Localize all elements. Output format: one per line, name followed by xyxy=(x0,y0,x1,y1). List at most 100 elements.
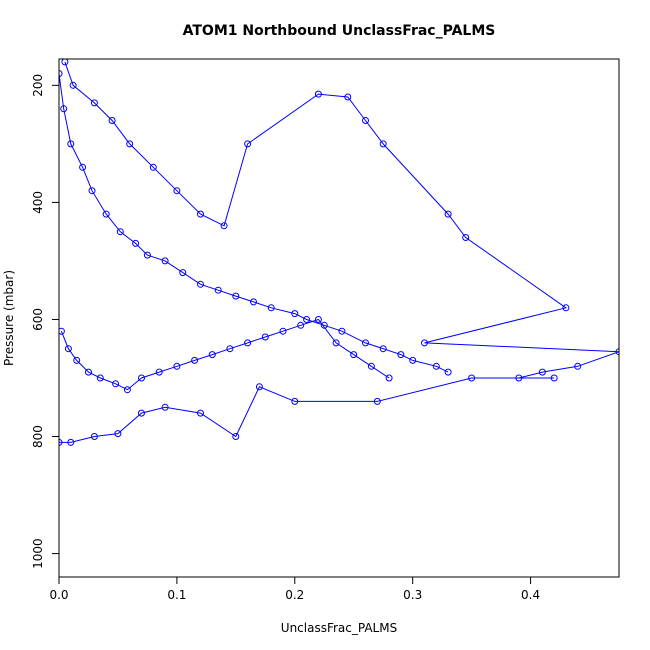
data-point xyxy=(250,298,257,306)
data-point xyxy=(562,304,570,312)
data-point xyxy=(468,374,476,382)
data-point xyxy=(116,228,124,236)
data-point xyxy=(114,430,122,438)
data-point xyxy=(232,433,240,440)
data-point xyxy=(444,210,452,218)
data-point xyxy=(132,239,140,247)
chart-title: ATOM1 Northbound UnclassFrac_PALMS xyxy=(183,23,496,39)
data-point xyxy=(303,316,311,323)
axes: 0.0 0.1 0.2 0.3 0.4 200 400 600 800 1000 xyxy=(31,74,540,602)
data-point xyxy=(73,356,81,364)
x-tick-label: 0.2 xyxy=(285,588,304,602)
data-point xyxy=(574,362,582,370)
data-point xyxy=(79,163,87,171)
y-tick-label: 800 xyxy=(31,425,45,448)
data-point xyxy=(143,251,151,259)
data-point xyxy=(362,117,369,124)
data-point xyxy=(220,222,228,230)
series-line xyxy=(60,318,390,391)
data-point xyxy=(88,187,96,195)
data-point xyxy=(208,351,216,359)
data-point xyxy=(515,374,523,382)
data-point xyxy=(191,356,199,364)
data-point xyxy=(432,362,440,370)
data-point xyxy=(338,327,346,335)
data-point xyxy=(59,70,63,78)
data-point xyxy=(367,362,375,370)
data-point xyxy=(59,327,65,335)
data-point xyxy=(126,140,134,148)
data-point xyxy=(314,316,322,323)
data-point xyxy=(291,310,299,318)
data-point xyxy=(244,339,252,347)
data-point xyxy=(344,93,352,101)
data-point xyxy=(444,368,452,376)
data-point xyxy=(421,339,428,347)
data-point xyxy=(261,333,269,341)
data-point xyxy=(161,403,169,411)
data-point xyxy=(373,397,381,405)
data-point xyxy=(197,280,204,288)
data-point xyxy=(226,345,234,353)
data-point xyxy=(90,99,98,107)
data-point xyxy=(320,321,328,329)
data-point xyxy=(108,117,116,124)
data-point xyxy=(244,140,252,148)
data-point xyxy=(314,90,322,98)
data-point xyxy=(267,304,275,312)
y-tick-label: 1000 xyxy=(31,538,45,569)
data-point xyxy=(69,81,77,89)
x-axis-label: UnclassFrac_PALMS xyxy=(281,621,397,635)
y-axis-label: Pressure (mbar) xyxy=(2,270,16,366)
data-point xyxy=(291,397,299,405)
data-point xyxy=(138,409,145,417)
data-point xyxy=(214,286,222,294)
data-point xyxy=(538,368,546,376)
data-point xyxy=(385,374,393,382)
data-point xyxy=(615,348,619,356)
data-point xyxy=(173,362,181,370)
x-tick-label: 0.3 xyxy=(403,588,422,602)
data-point xyxy=(90,433,98,440)
data-point xyxy=(379,345,387,353)
data-point xyxy=(155,368,163,376)
plot-area xyxy=(59,59,619,446)
data-point xyxy=(59,438,63,446)
data-point xyxy=(409,356,417,364)
data-point xyxy=(255,383,263,391)
y-tick-label: 400 xyxy=(31,191,45,214)
data-point xyxy=(67,140,75,148)
data-point xyxy=(297,321,305,329)
data-point xyxy=(197,409,204,417)
data-point xyxy=(397,351,405,359)
data-point xyxy=(102,210,110,218)
data-point xyxy=(197,210,204,218)
data-point xyxy=(61,59,69,66)
data-point xyxy=(123,386,131,394)
data-point xyxy=(179,269,187,277)
data-point xyxy=(161,257,169,265)
data-point xyxy=(85,368,92,376)
x-tick-label: 0.0 xyxy=(49,588,68,602)
x-tick-label: 0.1 xyxy=(167,588,186,602)
y-tick-label: 200 xyxy=(31,74,45,97)
data-point xyxy=(550,374,558,382)
data-point xyxy=(232,292,240,300)
plot-frame xyxy=(58,58,620,578)
data-point xyxy=(64,345,72,353)
data-point xyxy=(379,140,387,148)
data-point xyxy=(332,339,340,347)
data-point xyxy=(350,351,358,359)
data-point xyxy=(279,327,287,335)
data-point xyxy=(362,339,369,347)
series-line xyxy=(59,73,449,373)
data-point xyxy=(67,438,75,446)
x-tick-label: 0.4 xyxy=(521,588,540,602)
data-point xyxy=(173,187,181,195)
data-point xyxy=(96,374,104,382)
data-point xyxy=(60,105,68,113)
data-point xyxy=(149,163,157,171)
data-point xyxy=(462,234,470,241)
